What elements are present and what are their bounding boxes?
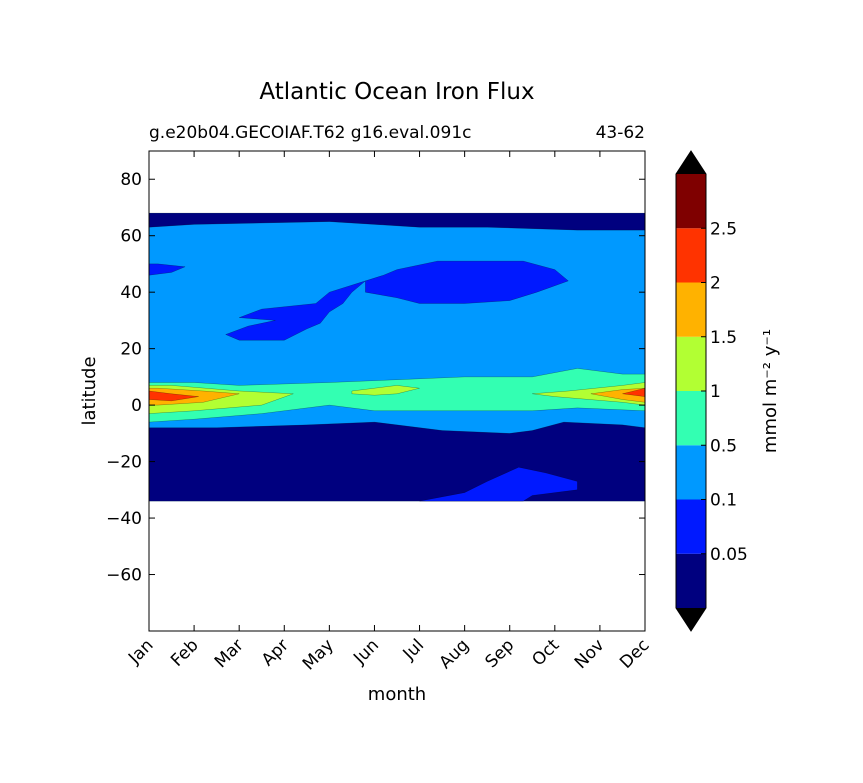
colorbar-under-arrow — [676, 608, 706, 631]
colorbar-outline — [675, 150, 707, 632]
chart-subtitle-left: g.e20b04.GECOIAF.T62 g16.eval.091c — [149, 123, 471, 143]
contour-region-north-band — [149, 212, 645, 231]
x-tick-label: Jan — [124, 635, 157, 668]
contour-region-north-atlantic-low — [365, 260, 569, 304]
y-tick-label: 20 — [120, 340, 142, 360]
colorbar-tick-label: 1 — [710, 382, 721, 402]
contour-region-jun-1.0 — [351, 385, 420, 396]
colorbar-bin — [676, 282, 706, 337]
colorbar-tick-label: 0.05 — [710, 545, 748, 565]
chart-subtitle-right: 43-62 — [596, 123, 645, 143]
y-tick-label: 80 — [120, 170, 142, 190]
colorbar-bin — [676, 391, 706, 446]
colorbar-bin — [676, 174, 706, 229]
y-tick-label: −40 — [106, 509, 142, 529]
contour-region-dec-1.0 — [532, 382, 645, 406]
x-tick-label: Nov — [571, 635, 609, 673]
plot-frame — [148, 150, 646, 632]
contour-region-north-atlantic-low-tail — [225, 280, 366, 341]
colorbar-tick-label: 0.5 — [710, 436, 737, 456]
colorbar-tick-label: 2 — [710, 274, 721, 294]
contour-region-jan-low — [149, 263, 186, 276]
chart-title: Atlantic Ocean Iron Flux — [259, 79, 534, 105]
y-tick-label: 60 — [120, 227, 142, 247]
colorbar-bin — [676, 445, 706, 500]
x-tick-label: Dec — [616, 635, 653, 672]
x-tick-label: May — [299, 635, 338, 674]
x-tick-label: Oct — [528, 635, 563, 670]
x-tick-label: Jun — [349, 635, 383, 669]
colorbar-bin — [676, 228, 706, 283]
x-tick-label: Feb — [167, 635, 202, 670]
y-axis-label: latitude — [79, 356, 100, 425]
colorbar-tick-label: 0.1 — [710, 491, 737, 511]
contour-region-equatorial-0.5 — [149, 368, 645, 423]
colorbar-tick-label: 2.5 — [710, 219, 737, 239]
colorbar-tick-label: 1.5 — [710, 328, 737, 348]
contour-region-jan-2.0 — [149, 390, 199, 402]
colorbar-label: mmol m⁻² y⁻¹ — [760, 329, 781, 453]
y-tick-label: 0 — [131, 396, 142, 416]
contour-region-dec-2.0 — [622, 387, 645, 397]
y-tick-label: −20 — [106, 453, 142, 473]
contour-region-south-tongue — [419, 466, 578, 502]
x-tick-label: Mar — [211, 635, 248, 672]
x-tick-label: Aug — [436, 635, 474, 673]
y-tick-label: −60 — [106, 566, 142, 586]
y-axis: 80 60 40 20 0 −20 −40 −60 — [106, 170, 645, 586]
colorbar-bin — [676, 336, 706, 391]
colorbar: 0.05 0.1 0.5 1 1.5 2 2.5 — [675, 150, 748, 632]
x-tick-label: Sep — [481, 635, 518, 672]
colorbar-bin — [676, 553, 706, 608]
contour-field — [149, 212, 645, 502]
x-tick-label: Jul — [399, 635, 428, 664]
colorbar-over-arrow — [676, 151, 706, 174]
y-tick-label: 40 — [120, 283, 142, 303]
colorbar-bin — [676, 499, 706, 554]
x-tick-label: Apr — [258, 635, 293, 670]
x-axis-label: month — [368, 684, 426, 705]
